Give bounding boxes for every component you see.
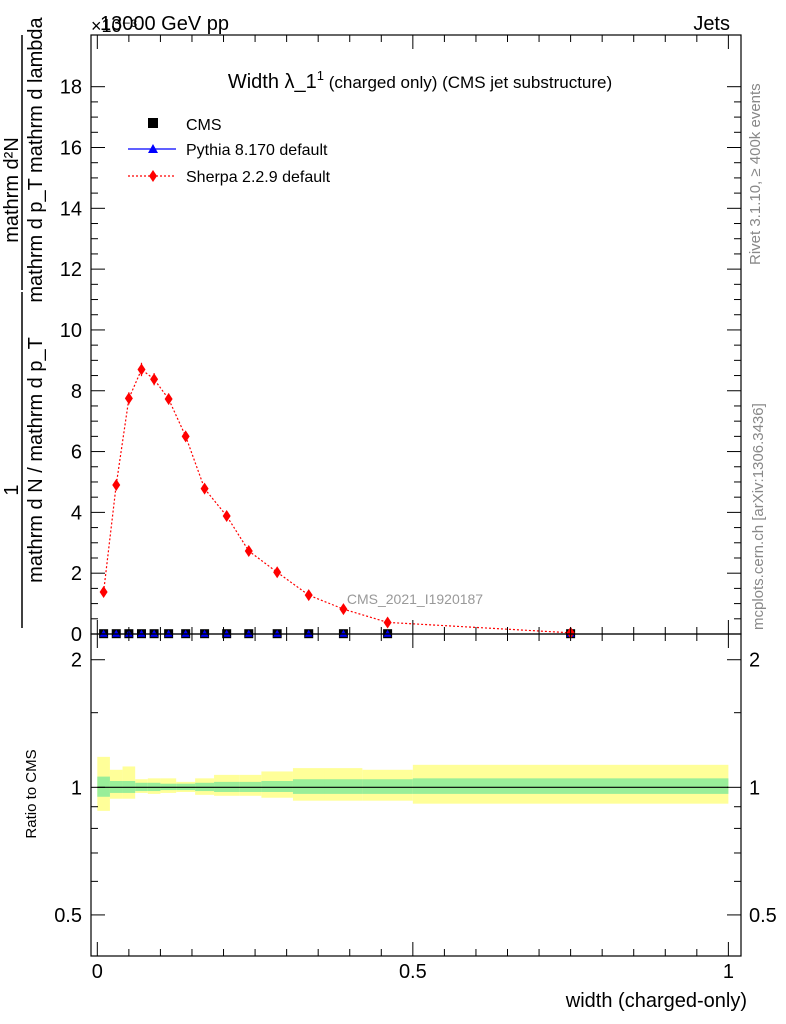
- sherpa-line: [103, 368, 571, 634]
- ratio-green-band: [412, 778, 729, 794]
- legend-pythia-marker: [148, 144, 158, 153]
- legend-sherpa-marker: [149, 170, 157, 182]
- pythia-point: [339, 629, 348, 637]
- legend-pythia-label: Pythia 8.170 default: [186, 142, 328, 159]
- pythia-point: [244, 629, 253, 637]
- pythia-point: [181, 629, 190, 637]
- sherpa-point: [222, 510, 231, 523]
- ratio-y-tick-label-right: 0.5: [749, 905, 777, 927]
- mcplots-label: mcplots.cern.ch [arXiv:1306.3436]: [750, 403, 767, 630]
- pythia-point: [164, 629, 173, 637]
- y-tick-label: 10: [60, 320, 82, 342]
- ratio-y-tick-label-right: 1: [749, 777, 760, 799]
- plot-title-main: Width λ_1: [228, 71, 317, 93]
- pythia-point: [99, 629, 108, 637]
- plot-title: Width λ_11 (charged only) (CMS jet subst…: [228, 68, 612, 93]
- sherpa-point: [112, 479, 121, 492]
- sherpa-point: [244, 544, 253, 557]
- y-tick-label: 18: [60, 77, 82, 99]
- y-label-prefix-num: 1: [1, 484, 23, 495]
- ratio-green-band: [261, 780, 293, 792]
- sherpa-point: [164, 392, 173, 405]
- x-tick-label: 0.5: [399, 961, 427, 983]
- ratio-plot-panel: 0.5 0.51 12 2 0 0.5 1: [54, 633, 777, 983]
- main-x-ticks: [96, 35, 729, 634]
- pythia-point: [200, 629, 209, 637]
- sherpa-point: [137, 363, 146, 376]
- pythia-point: [304, 629, 313, 637]
- sherpa-point: [339, 603, 348, 616]
- sherpa-point: [200, 482, 209, 495]
- pythia-point: [273, 629, 282, 637]
- watermark: CMS_2021_I1920187: [347, 591, 483, 607]
- sherpa-point: [273, 566, 282, 579]
- legend-cms-marker: [148, 118, 158, 128]
- x-tick-label: 1: [723, 961, 734, 983]
- sherpa-point: [304, 589, 313, 602]
- ratio-y-label: Ratio to CMS: [23, 749, 40, 838]
- plot-title-sup: 1: [317, 68, 324, 83]
- main-y-ticks: 0 2 4 6 8 10 12 14 16 18: [60, 77, 741, 646]
- ratio-y-ticks: 0.5 0.5 1 1 2 2: [54, 650, 777, 927]
- pythia-point: [222, 629, 231, 637]
- y-tick-label: 8: [71, 381, 82, 403]
- header-right: Jets: [693, 13, 730, 35]
- y-tick-label: 4: [71, 502, 82, 524]
- ratio-y-tick-label: 0.5: [54, 905, 82, 927]
- ratio-plot-frame: [90, 633, 742, 957]
- sherpa-point: [124, 392, 133, 405]
- ratio-green-band: [324, 779, 363, 794]
- ratio-bands: [97, 756, 729, 811]
- legend-item-pythia: Pythia 8.170 default: [128, 142, 328, 159]
- header-left: 13000 GeV pp: [100, 13, 229, 35]
- y-tick-label: 14: [60, 198, 82, 220]
- y-label-numerator: mathrm d²N: [1, 137, 23, 243]
- ratio-green-band: [97, 776, 110, 797]
- ratio-y-tick-label: 2: [71, 650, 82, 672]
- y-label-prefix-den: mathrm d N / mathrm d p_T: [25, 337, 47, 583]
- ratio-green-band: [362, 779, 413, 794]
- plot-title-rest: (charged only) (CMS jet substructure): [324, 73, 612, 92]
- rivet-label: Rivet 3.1.10, ≥ 400k events: [747, 83, 764, 265]
- pythia-point: [383, 629, 392, 637]
- ratio-green-band: [292, 779, 325, 794]
- legend-sherpa-label: Sherpa 2.2.9 default: [186, 169, 331, 186]
- sherpa-point: [181, 430, 190, 443]
- y-tick-label: 12: [60, 259, 82, 281]
- pythia-point: [150, 629, 159, 637]
- legend-item-cms: CMS: [148, 117, 222, 134]
- y-tick-label: 6: [71, 442, 82, 464]
- ratio-x-ticks: 0 0.5 1: [92, 634, 734, 983]
- sherpa-point: [150, 373, 159, 386]
- legend-item-sherpa: Sherpa 2.2.9 default: [128, 169, 331, 186]
- x-tick-label: 0: [92, 961, 103, 983]
- y-tick-label: 2: [71, 563, 82, 585]
- main-plot-markers: [99, 362, 576, 639]
- x-axis-label: width (charged-only): [565, 990, 747, 1012]
- ratio-y-tick-label: 1: [71, 777, 82, 799]
- sherpa-point: [99, 586, 108, 599]
- y-tick-label: 16: [60, 138, 82, 160]
- ratio-y-tick-label-right: 2: [749, 650, 760, 672]
- pythia-point: [137, 629, 146, 637]
- y-label-denominator: mathrm d p_T mathrm d lambda: [25, 16, 47, 302]
- y-exponent-label: ×10⁻³: [91, 16, 137, 36]
- pythia-point: [112, 629, 121, 637]
- sherpa-point: [383, 616, 392, 629]
- y-axis-label: 1 mathrm d N / mathrm d p_T mathrm d²N m…: [1, 16, 47, 628]
- legend: CMS Pythia 8.170 default Sherpa 2.2.9 de…: [128, 117, 331, 186]
- legend-cms-label: CMS: [186, 117, 222, 134]
- y-tick-label: 0: [71, 624, 82, 646]
- main-plot-panel: 0 2 4 6 8 10 12 14 16 18 Width λ_11 (charged only…: [60, 34, 742, 646]
